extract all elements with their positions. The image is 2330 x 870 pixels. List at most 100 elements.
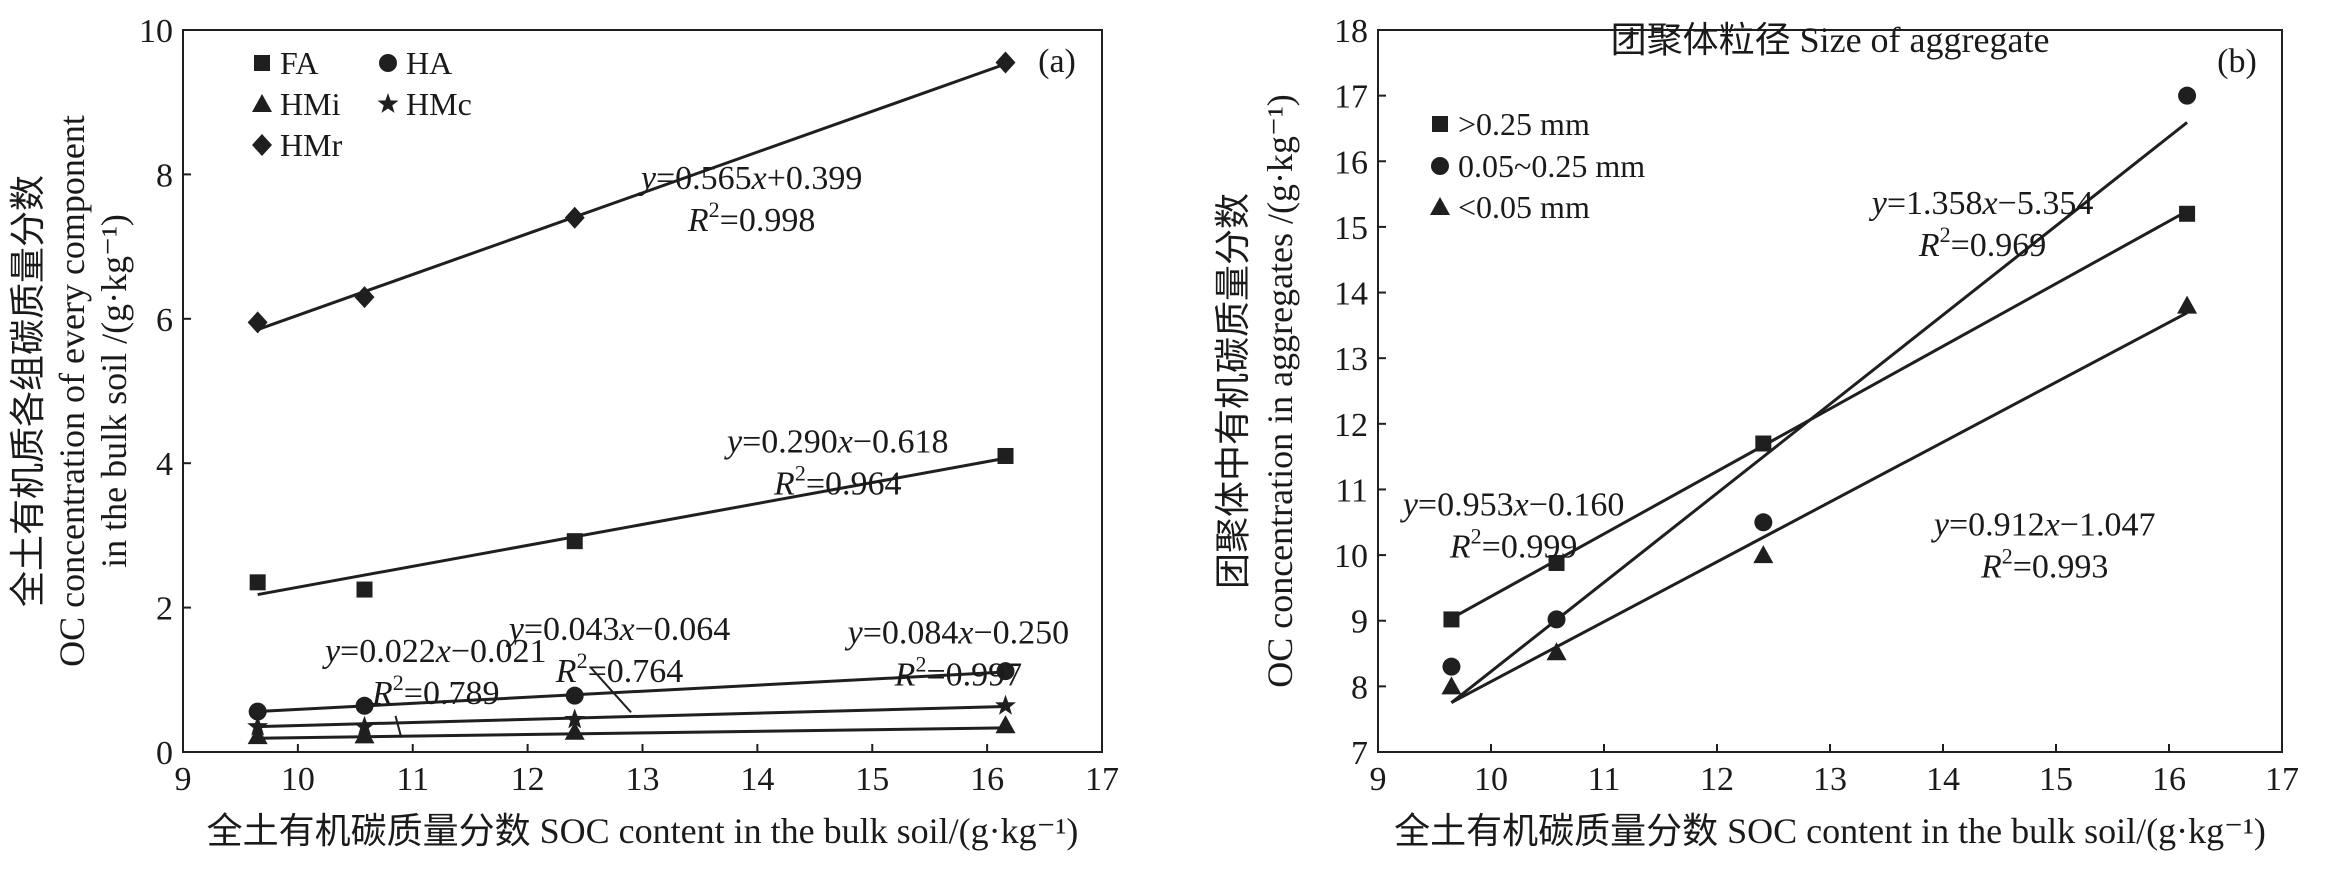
annotation-3-equation: y=0.043x−0.064 — [506, 611, 731, 648]
data-point-HA — [248, 702, 267, 721]
annotation-2-equation: y=0.953x−0.160 — [1400, 487, 1625, 524]
legend-marker — [254, 55, 270, 71]
annotation-1-equation: y=0.565x+0.399 — [638, 160, 863, 197]
legend-label: HA — [406, 45, 452, 81]
fit-line-HMi — [257, 726, 1006, 740]
data-point--0-05-mm — [1441, 676, 1462, 695]
data-point--0-25-mm — [1755, 435, 1772, 452]
data-point-HMc — [995, 694, 1016, 715]
x-tick-label: 15 — [855, 761, 889, 798]
x-tick-label: 15 — [2039, 761, 2073, 798]
annotation-1-r2: R2=0.969 — [1918, 222, 2046, 264]
legend-label: HMc — [406, 86, 472, 122]
legend-label: 0.05~0.25 mm — [1458, 148, 1645, 184]
fit-line-HA — [257, 670, 1006, 714]
y-tick-label: 7 — [1351, 735, 1368, 772]
y-tick-label: 11 — [1335, 472, 1368, 509]
y-tick-label: 9 — [1351, 604, 1368, 641]
fit-line--0-25-mm — [1450, 209, 2188, 620]
annotation-5-equation: y=0.022x−0.021 — [322, 633, 547, 670]
y-tick-label: 17 — [1334, 79, 1368, 116]
annotation-1-r2: R2=0.998 — [687, 197, 815, 239]
legend-marker — [252, 94, 272, 112]
x-tick-label: 10 — [1474, 761, 1508, 798]
fit-line-HMr — [257, 62, 1007, 331]
y-tick-label: 14 — [1334, 276, 1368, 313]
data-point-HMi — [564, 721, 585, 740]
x-axis-title: 全土有机碳质量分数 SOC content in the bulk soil/(… — [1394, 811, 2266, 851]
data-point-FA — [249, 574, 266, 591]
data-point--0-25-mm — [1548, 554, 1565, 571]
y-tick-label: 12 — [1334, 407, 1368, 444]
annotation-2-r2: R2=0.964 — [773, 460, 901, 502]
legend-marker — [252, 134, 272, 156]
x-tick-label: 16 — [970, 761, 1004, 798]
annotation-4-equation: y=0.084x−0.250 — [845, 615, 1070, 652]
x-tick-label: 11 — [396, 761, 429, 798]
data-point-0-05-0-25-mm — [2178, 86, 2197, 105]
x-tick-label: 17 — [1085, 761, 1119, 798]
y-tick-label: 0 — [156, 735, 173, 772]
y-tick-label: 8 — [156, 157, 173, 194]
annotation-3-equation: y=0.912x−1.047 — [1931, 506, 2156, 543]
y-tick-label: 4 — [156, 446, 173, 483]
x-tick-label: 9 — [175, 761, 192, 798]
fit-line-FA — [257, 456, 1006, 597]
panel-label: (b) — [2217, 43, 2257, 80]
y-tick-label: 6 — [156, 302, 173, 339]
x-tick-label: 14 — [740, 761, 774, 798]
annotation-2-r2: R2=0.999 — [1449, 524, 1577, 566]
data-point-HA — [565, 686, 584, 705]
legend-label: FA — [280, 45, 319, 81]
data-point--0-05-mm — [2177, 295, 2198, 314]
y-tick-label: 10 — [139, 13, 173, 50]
data-point-HMc — [247, 715, 269, 736]
legend-label: HMi — [280, 86, 341, 122]
legend-marker — [1432, 116, 1448, 132]
data-point-0-05-0-25-mm — [1754, 513, 1773, 532]
legend-label: >0.25 mm — [1458, 106, 1590, 142]
legend-marker — [1431, 157, 1449, 175]
x-tick-label: 13 — [626, 761, 660, 798]
leader-line-hmi — [394, 715, 403, 738]
x-tick-label: 11 — [1588, 761, 1621, 798]
x-tick-label: 12 — [1700, 761, 1734, 798]
panel-b-chart: 9 10 11 12 13 14 15 16 17 7 8 9 10 11 12 13 14 15 16 17 18 >0… — [1213, 13, 2299, 851]
data-point--0-25-mm — [2179, 205, 2196, 222]
data-point-FA — [997, 447, 1014, 464]
data-point-HMr — [564, 206, 585, 229]
leader-line-hmc — [590, 666, 632, 713]
data-point-HMr — [995, 51, 1016, 74]
annotation-3-r2: R2=0.993 — [1980, 543, 2108, 585]
y-axis-title-zh: 全土有机质各组碳质量分数 — [8, 175, 48, 607]
y-axis-title-en-line2: in the bulk soil /(g·kg⁻¹) — [94, 214, 134, 568]
y-axis-title-en-line1: OC concentration of every component — [52, 115, 92, 667]
y-tick-label: 8 — [1351, 669, 1368, 706]
y-tick-label: 16 — [1334, 144, 1368, 181]
x-tick-label: 12 — [511, 761, 545, 798]
annotation-3-r2: R2=0.764 — [555, 648, 683, 690]
annotation-1-equation: y=1.358x−5.354 — [1869, 185, 2094, 222]
data-point-HMr — [247, 311, 268, 334]
y-tick-label: 10 — [1334, 538, 1368, 575]
y-tick-label: 2 — [156, 591, 173, 628]
data-point-HMi — [995, 715, 1016, 734]
panel-label: (a) — [1038, 43, 1076, 80]
data-point-HMc — [564, 708, 586, 729]
y-tick-label: 13 — [1334, 341, 1368, 378]
annotation-5-r2: R2=0.789 — [371, 670, 499, 712]
data-point-HMc — [354, 715, 375, 736]
data-point-HMr — [354, 286, 375, 309]
x-tick-label: 17 — [2265, 761, 2299, 798]
y-tick-label: 15 — [1334, 210, 1368, 247]
legend-label: <0.05 mm — [1458, 189, 1590, 225]
data-point-HA — [996, 662, 1015, 681]
